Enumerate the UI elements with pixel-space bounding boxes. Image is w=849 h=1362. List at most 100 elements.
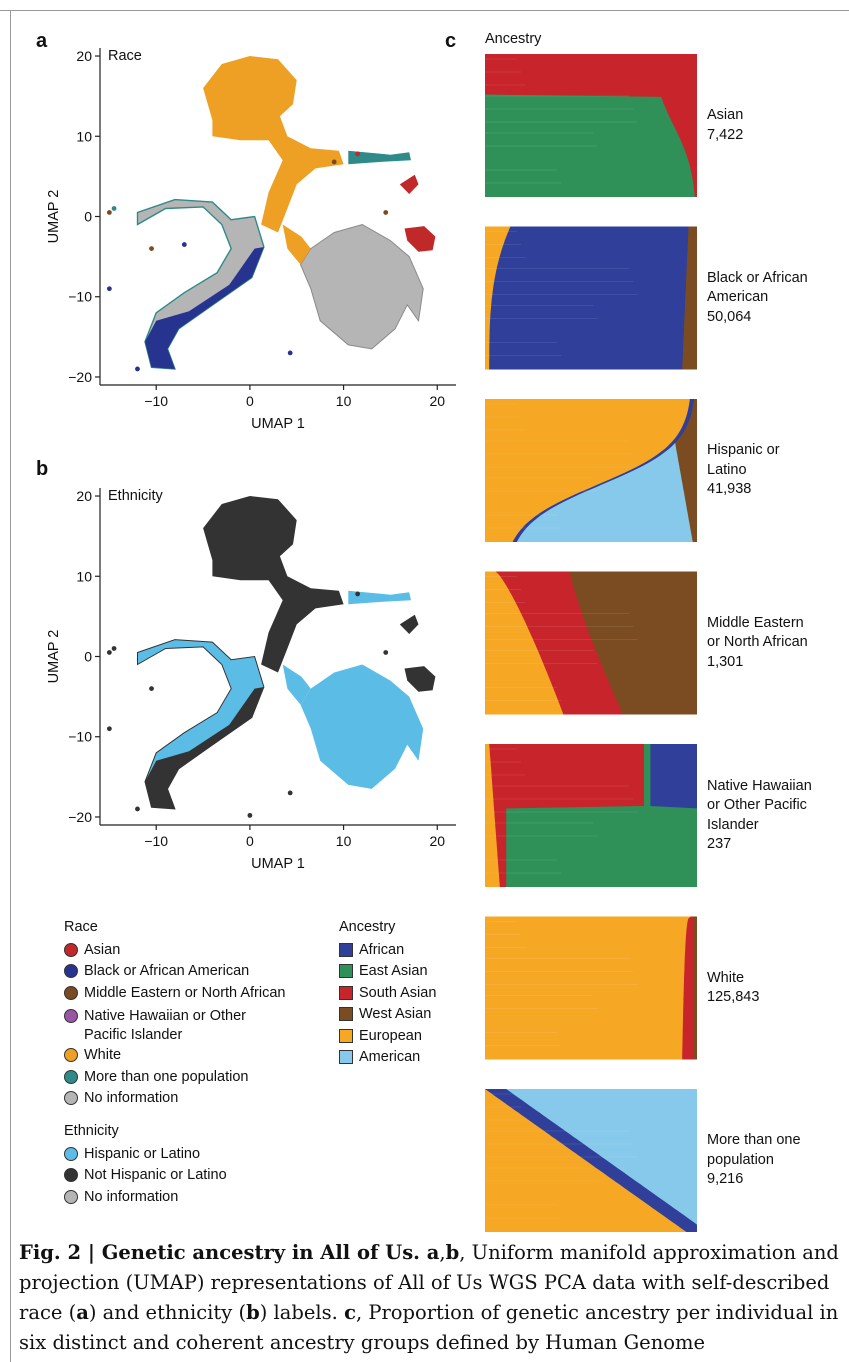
scatter-point bbox=[111, 206, 117, 211]
legend-item: European bbox=[339, 1025, 436, 1047]
legend-ancestry: Ancestry African East Asian South Asian Wes… bbox=[339, 919, 436, 1068]
legend-item: Not Hispanic or Latino bbox=[64, 1165, 227, 1187]
legend-swatch bbox=[64, 985, 78, 1000]
ancestry-label-line: Hispanic or bbox=[707, 442, 780, 459]
x-tick-label: −10 bbox=[144, 393, 168, 409]
cluster-noinfo-right bbox=[299, 223, 424, 350]
legend-label: American bbox=[359, 1049, 421, 1066]
scatter-point bbox=[135, 806, 140, 812]
legend-swatch bbox=[339, 1028, 353, 1043]
ancestry-label-line: 41,938 bbox=[707, 481, 752, 498]
caption-ref-c: c bbox=[344, 1301, 356, 1324]
legend-item: Hispanic or Latino bbox=[64, 1143, 227, 1165]
ancestry-layer bbox=[485, 744, 500, 887]
ancestry-layer bbox=[485, 226, 511, 370]
scatter-point bbox=[383, 650, 389, 655]
scatter-point bbox=[383, 210, 389, 215]
legend-label: No information bbox=[84, 1188, 179, 1205]
legend-swatch bbox=[64, 942, 78, 957]
ancestry-label-line: Black or African bbox=[707, 269, 808, 286]
legend-label: No information bbox=[84, 1090, 179, 1107]
legend-label: More than one population bbox=[84, 1068, 249, 1085]
cluster-white-bridge bbox=[282, 224, 311, 265]
ancestry-label-line: or Other Pacific bbox=[707, 797, 807, 813]
scatter-point bbox=[331, 599, 337, 605]
legend-item: Black or African American bbox=[64, 961, 285, 983]
legend-swatch bbox=[64, 1069, 78, 1084]
legend-item: West Asian bbox=[339, 1004, 436, 1026]
y-tick-label: 20 bbox=[76, 48, 92, 64]
ancestry-layer bbox=[485, 399, 690, 542]
panel-title: Race bbox=[108, 48, 142, 64]
ancestry-label-line: Islander bbox=[707, 816, 759, 833]
legend-item: Asian bbox=[64, 939, 285, 961]
legend-swatch bbox=[339, 1050, 353, 1065]
caption-text-4: , Proportion of genetic ancestry per ind… bbox=[19, 1301, 839, 1354]
legend-label: Not Hispanic or Latino bbox=[84, 1167, 227, 1184]
cluster-not-hispanic bbox=[203, 496, 344, 673]
ancestry-panel-hisp bbox=[485, 399, 697, 542]
legend-item: No information bbox=[64, 1186, 227, 1208]
scatter-point bbox=[355, 151, 361, 157]
legend-label: European bbox=[359, 1027, 422, 1044]
y-tick-label: 10 bbox=[76, 568, 92, 584]
ancestry-layer bbox=[485, 1089, 687, 1232]
scatter-point bbox=[331, 159, 337, 165]
caption-text-1: , Uniform manifold approximation and pro… bbox=[19, 1241, 839, 1324]
ancestry-proportion-plots bbox=[485, 54, 697, 1232]
legend-label: East Asian bbox=[359, 963, 428, 980]
legend-item: More than one population bbox=[64, 1066, 285, 1088]
legend-swatch bbox=[64, 1168, 78, 1183]
ancestry-label-hisp: Hispanic or Latino 41,938 bbox=[707, 441, 780, 500]
ancestry-label-mena: Middle Eastern or North African 1,301 bbox=[707, 614, 808, 673]
scatter-point bbox=[287, 350, 293, 356]
caption-ref-b: b bbox=[445, 1241, 460, 1264]
scatter-point bbox=[355, 591, 361, 597]
ancestry-label-line: Native Hawaiian bbox=[707, 777, 812, 794]
panel-title: Ethnicity bbox=[108, 488, 164, 504]
cluster-hispanic-arm bbox=[348, 590, 411, 605]
ancestry-label-multi: More than one population 9,216 bbox=[707, 1131, 801, 1190]
legend-swatch bbox=[339, 985, 353, 1000]
cluster-hispanic-right bbox=[300, 664, 424, 789]
panel-a-letter: a bbox=[36, 30, 48, 52]
caption-text-2: ) and ethnicity ( bbox=[88, 1301, 247, 1324]
caption-sep: , bbox=[439, 1241, 446, 1264]
y-tick-label: 0 bbox=[84, 649, 92, 665]
legend-ethnicity: Ethnicity Hispanic or Latino Not Hispanic… bbox=[64, 1123, 227, 1208]
cluster-not-hispanic-small bbox=[399, 614, 419, 634]
x-axis-label: UMAP 1 bbox=[251, 856, 305, 872]
legend-label: Hispanic or Latino bbox=[84, 1145, 201, 1162]
legend-item: African bbox=[339, 939, 436, 961]
ancestry-label-line: American bbox=[707, 289, 769, 306]
ancestry-label-line: 125,843 bbox=[707, 989, 760, 1005]
scatter-point bbox=[106, 210, 112, 215]
legend-label: White bbox=[84, 1047, 122, 1064]
ancestry-label-line: 9,216 bbox=[707, 1171, 744, 1188]
legend-swatch bbox=[64, 1189, 78, 1204]
ancestry-label-asian: Asian 7,422 bbox=[707, 106, 743, 145]
ancestry-label-line: Middle Eastern bbox=[707, 614, 804, 631]
y-tick-label: 10 bbox=[76, 128, 92, 144]
scatter-point bbox=[111, 646, 117, 651]
scatter-point bbox=[247, 812, 253, 818]
legend-swatch bbox=[64, 1091, 78, 1106]
legend-swatch bbox=[64, 1008, 78, 1023]
legend-item: Middle Eastern or North African bbox=[64, 982, 285, 1004]
scatter-point bbox=[149, 686, 154, 691]
legend-label: Native Hawaiian or Other Pacific Islander bbox=[84, 1007, 246, 1045]
x-tick-label: 10 bbox=[336, 833, 352, 849]
legend-swatch bbox=[64, 1146, 78, 1161]
legend-ancestry-title: Ancestry bbox=[339, 919, 396, 935]
scatter-point bbox=[106, 726, 112, 732]
legend-label: Asian bbox=[84, 941, 121, 958]
ancestry-label-line: population bbox=[707, 1151, 774, 1168]
y-tick-label: −10 bbox=[68, 729, 92, 745]
cluster-white bbox=[203, 56, 344, 233]
cluster-black bbox=[145, 247, 264, 369]
legend-item: East Asian bbox=[339, 961, 436, 983]
cluster-multi-arm bbox=[348, 150, 411, 165]
ancestry-panel-white bbox=[485, 916, 697, 1060]
ancestry-label-line: Latino bbox=[707, 461, 747, 478]
ancestry-panel-multi bbox=[485, 1089, 697, 1232]
